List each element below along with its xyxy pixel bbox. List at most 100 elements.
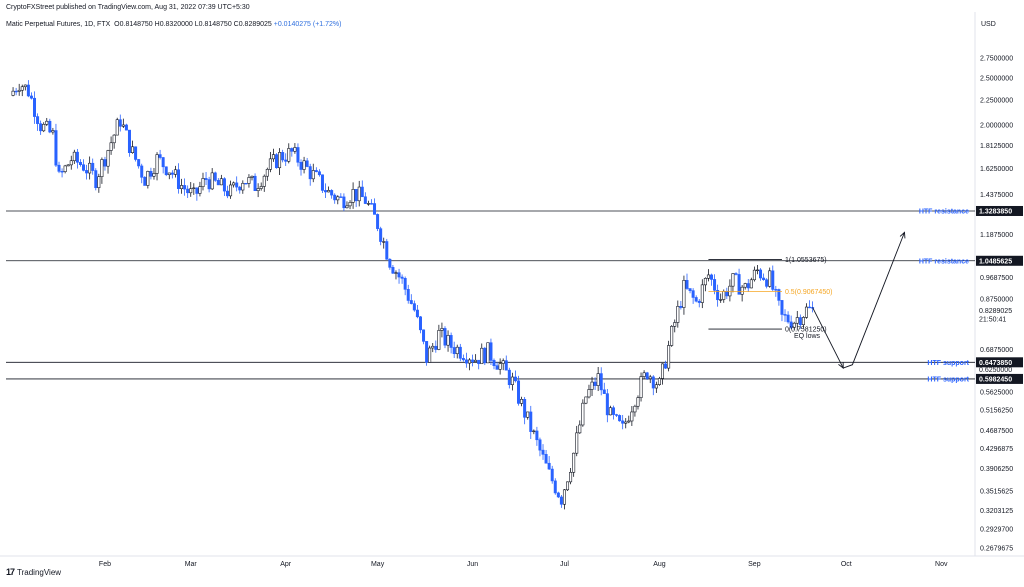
y-tick-label: 0.4296875 <box>980 446 1013 453</box>
candle-body <box>109 142 113 151</box>
candle-body <box>752 269 756 281</box>
y-tick-label: 0.4687500 <box>980 428 1013 435</box>
tradingview-logo-icon: 17 <box>6 567 15 577</box>
candle-body <box>20 86 24 91</box>
candle-body <box>722 291 726 300</box>
candle-body <box>464 359 468 364</box>
candle-body <box>633 405 637 413</box>
candle-body <box>348 202 352 207</box>
y-tick-label: 2.7500000 <box>980 55 1013 62</box>
x-tick-label: May <box>371 561 385 568</box>
candle-body <box>501 360 505 364</box>
candle-body <box>621 420 625 424</box>
x-tick-label: Aug <box>653 561 666 568</box>
candle-body <box>357 186 361 202</box>
candle-body <box>51 130 55 133</box>
x-tick-label: Mar <box>185 561 198 568</box>
candle-body <box>45 120 49 125</box>
candle-body <box>354 189 358 202</box>
candle-body <box>379 228 383 242</box>
candle-body <box>440 328 444 331</box>
candle-body <box>535 430 539 441</box>
candle-body <box>250 175 254 178</box>
candle-body <box>302 160 306 170</box>
candle-body <box>418 316 422 331</box>
symbol-name: Matic Perpetual Futures, 1D, FTX <box>6 21 111 28</box>
candle-body <box>75 151 79 163</box>
candle-body <box>446 335 450 346</box>
candle-body <box>642 372 646 377</box>
y-tick-label: 0.3906250 <box>980 466 1013 473</box>
candle-body <box>544 454 548 464</box>
y-tick-label: 1.8125000 <box>980 143 1013 150</box>
candle-body <box>115 119 119 136</box>
candle-body <box>376 214 380 229</box>
candle-body <box>299 161 303 170</box>
htf-level-label: HTF support <box>927 376 969 383</box>
candle-body <box>572 452 576 473</box>
htf-price-tag-text: 1.0485625 <box>979 258 1012 265</box>
candle-body <box>311 170 315 180</box>
candle-body <box>422 329 426 342</box>
last-price-tag <box>976 305 1023 325</box>
candle-body <box>342 196 346 209</box>
htf-price-tag-text: 1.3283850 <box>979 208 1012 215</box>
candle-body <box>400 276 404 279</box>
candle-body <box>523 398 527 418</box>
candle-body <box>789 321 793 328</box>
candle-body <box>235 182 239 188</box>
candle-body <box>167 172 171 176</box>
htf-level-label: HTF resistance <box>919 258 969 265</box>
fib-level-label: 0(0.7581250) <box>785 327 827 334</box>
candle-body <box>265 169 269 177</box>
candle-body <box>596 373 600 386</box>
htf-price-tag-text: 0.6473850 <box>979 360 1012 367</box>
candle-body <box>293 147 297 152</box>
candle-body <box>498 363 502 370</box>
candle-body <box>94 170 98 189</box>
candle-body <box>492 360 496 366</box>
candle-body <box>780 300 784 315</box>
candle-body <box>489 342 493 361</box>
candle-body <box>575 432 579 454</box>
y-tick-label: 2.2500000 <box>980 98 1013 105</box>
candle-body <box>161 157 165 168</box>
tradingview-footer[interactable]: 17 TradingView <box>6 567 61 577</box>
candle-body <box>409 300 413 304</box>
candle-body <box>29 95 33 99</box>
candle-body <box>706 274 710 279</box>
candle-body <box>526 411 530 418</box>
y-tick-label: 0.5156250 <box>980 408 1013 415</box>
candle-body <box>48 120 52 133</box>
candle-body <box>345 205 349 209</box>
candle-body <box>222 178 226 192</box>
candle-body <box>317 171 321 176</box>
y-tick-label: 2.5000000 <box>980 75 1013 82</box>
candle-body <box>461 358 465 361</box>
candle-body <box>504 360 508 371</box>
candle-body <box>651 376 655 389</box>
y-tick-label: 1.1875000 <box>980 232 1013 239</box>
candle-body <box>550 468 554 482</box>
htf-price-tag <box>976 357 1023 368</box>
x-tick-label: Oct <box>841 561 852 568</box>
htf-price-tag <box>976 205 1023 216</box>
candle-body <box>636 397 640 407</box>
candle-body <box>602 389 606 394</box>
candle-body <box>483 347 487 364</box>
candle-body <box>624 421 628 424</box>
y-tick-label: 0.3203125 <box>980 508 1013 515</box>
candle-body <box>155 154 159 174</box>
candle-body <box>131 146 135 154</box>
candle-body <box>173 169 177 175</box>
y-tick-label: 0.2929700 <box>980 527 1013 534</box>
candle-body <box>507 369 511 385</box>
y-tick-label: 1.6250000 <box>980 166 1013 173</box>
candle-body <box>556 492 560 498</box>
candle-body <box>627 420 631 423</box>
x-tick-label: Jun <box>467 561 478 568</box>
candle-body <box>425 341 429 363</box>
candle-body <box>719 299 723 301</box>
candle-body <box>271 154 275 160</box>
